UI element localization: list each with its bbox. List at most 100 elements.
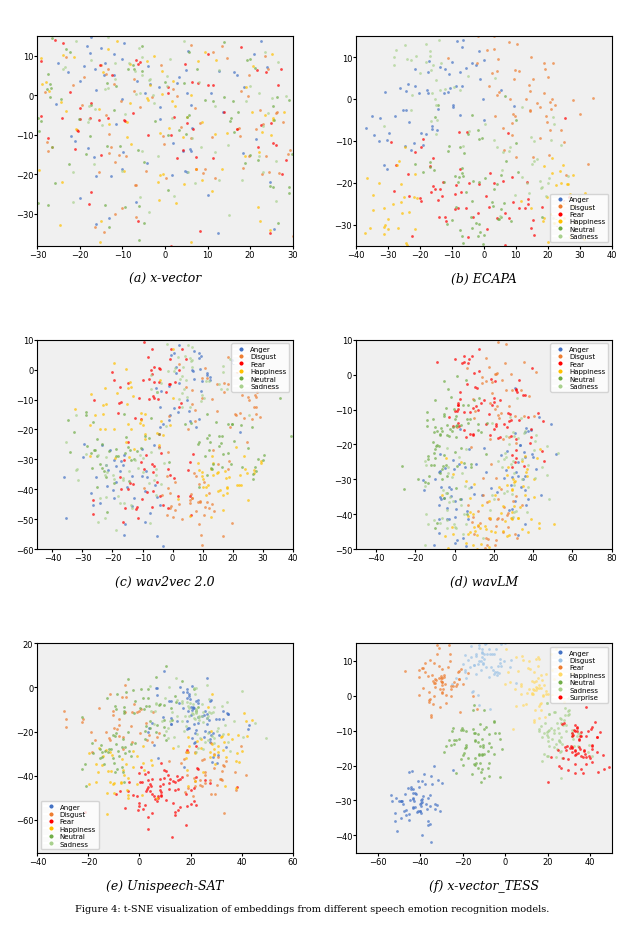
Point	[538, 689, 548, 704]
Point	[92, 480, 102, 495]
Point	[115, 784, 125, 799]
Point	[451, 766, 461, 781]
Point	[524, 186, 534, 201]
Point	[451, 170, 461, 184]
Point	[549, 705, 559, 719]
Point	[167, 713, 177, 728]
Point	[507, 483, 517, 498]
Point	[43, 145, 53, 159]
Point	[314, 220, 324, 235]
Point	[129, 788, 139, 803]
Point	[503, 406, 513, 421]
Point	[69, 425, 79, 440]
Point	[583, 744, 593, 759]
Point	[6, 155, 16, 170]
Point	[155, 362, 165, 377]
Point	[542, 725, 552, 740]
Point	[521, 465, 531, 480]
Point	[560, 740, 570, 755]
Point	[319, 4, 329, 19]
Point	[107, 748, 117, 763]
Point	[592, 745, 602, 760]
Point	[189, 466, 199, 481]
Point	[193, 717, 203, 731]
Point	[500, 677, 510, 692]
Point	[155, 783, 165, 798]
Point	[534, 699, 544, 714]
Point	[412, 191, 422, 206]
Point	[456, 752, 466, 767]
Point	[484, 540, 494, 555]
Point	[457, 356, 467, 371]
Point	[155, 400, 165, 415]
Point	[396, 195, 406, 210]
Point	[90, 262, 100, 277]
Point	[537, 673, 547, 688]
Point	[190, 102, 200, 117]
Point	[383, 23, 393, 38]
Point	[574, 740, 584, 755]
Point	[147, 342, 157, 357]
Point	[183, 744, 193, 759]
Point	[163, 776, 173, 791]
Point	[449, 517, 459, 532]
Point	[464, 525, 474, 540]
Point	[213, 227, 223, 242]
Point	[481, 531, 491, 546]
Point	[191, 420, 201, 435]
Point	[47, 32, 57, 46]
Point	[87, 736, 97, 751]
Point	[402, 52, 412, 67]
Point	[444, 480, 454, 495]
Point	[508, 108, 518, 122]
Point	[424, 685, 434, 700]
Point	[430, 676, 440, 691]
Point	[510, 451, 520, 465]
Point	[373, 46, 383, 61]
Point	[284, 94, 294, 108]
Point	[438, 176, 448, 191]
Point	[449, 81, 459, 95]
Point	[34, 164, 44, 179]
Point	[499, 654, 509, 668]
Point	[365, 221, 375, 235]
Point	[11, 108, 21, 123]
Point	[156, 789, 166, 804]
Point	[476, 425, 486, 440]
Point	[241, 714, 251, 729]
Point	[490, 471, 500, 486]
Point	[541, 189, 551, 204]
Point	[109, 47, 119, 62]
Point	[550, 642, 560, 657]
Point	[503, 506, 513, 521]
Point	[477, 132, 487, 146]
Point	[109, 28, 119, 43]
Point	[143, 681, 153, 696]
Point	[437, 462, 447, 476]
Point	[245, 409, 255, 424]
Point	[232, 780, 242, 794]
Point	[228, 273, 238, 287]
Point	[261, 150, 271, 165]
Point	[570, 327, 580, 342]
Point	[466, 460, 476, 475]
Point	[90, 63, 100, 78]
Point	[213, 728, 223, 743]
Point	[119, 407, 129, 422]
Point	[117, 752, 127, 767]
Point	[495, 430, 505, 445]
Point	[268, 181, 278, 196]
Point	[538, 414, 548, 429]
Point	[541, 684, 551, 699]
Point	[424, 694, 434, 709]
Point	[389, 58, 399, 73]
Point	[232, 409, 241, 424]
Point	[437, 425, 447, 439]
Point	[174, 338, 184, 353]
Point	[469, 520, 479, 535]
Point	[446, 689, 456, 704]
Point	[424, 817, 434, 832]
Point	[139, 739, 149, 754]
Point	[421, 539, 431, 553]
Point	[491, 519, 501, 534]
